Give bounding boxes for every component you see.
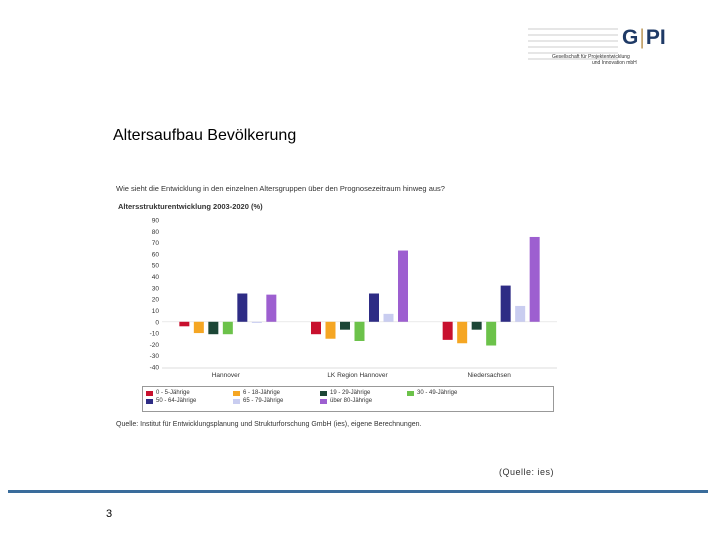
y-tick-label: -10 [150, 331, 160, 338]
y-tick-label: 40 [152, 274, 160, 281]
bar [500, 285, 511, 322]
legend-swatch [407, 390, 414, 396]
chart-question: Wie sieht die Entwicklung in den einzeln… [116, 184, 445, 193]
x-category-label: Hannover [212, 372, 241, 379]
bar [266, 294, 277, 322]
legend-item: 6 - 18-Jährige [233, 390, 313, 396]
gpi-logo: G|PI Gesellschaft für Projektentwicklung… [528, 24, 668, 74]
bar [486, 321, 497, 346]
legend-label: 30 - 49-Jährige [417, 390, 458, 396]
logo-divider: | [639, 26, 645, 49]
bar [179, 321, 190, 327]
legend-swatch [146, 390, 153, 396]
legend-swatch [233, 390, 240, 396]
logo-subtitle-line2: und Innovation mbH [592, 60, 637, 66]
slide-title: Altersaufbau Bevölkerung [113, 127, 297, 144]
legend-swatch [233, 398, 240, 404]
logo-mark: G|PI [622, 26, 666, 50]
bar [369, 293, 379, 322]
chart-title: Altersstrukturentwicklung 2003-2020 (%) [118, 202, 263, 211]
y-tick-label: 20 [152, 297, 160, 304]
legend-item: 50 - 64-Jährige [146, 398, 226, 404]
legend-item: 30 - 49-Jährige [407, 390, 487, 396]
y-tick-label: 90 [152, 218, 160, 225]
bar [515, 305, 526, 322]
y-tick-label: -40 [150, 365, 160, 372]
legend-label: 6 - 18-Jährige [243, 390, 281, 396]
bar [222, 321, 233, 335]
legend-item: 19 - 29-Jährige [320, 390, 400, 396]
y-tick-label: -30 [150, 353, 160, 360]
bar [325, 321, 336, 339]
footer-rule [8, 490, 708, 493]
bar [237, 293, 248, 322]
legend-swatch [146, 398, 153, 404]
y-tick-label: 0 [155, 319, 159, 326]
logo-decoration [528, 28, 618, 64]
legend-label: 65 - 79-Jährige [243, 398, 284, 404]
legend-item: 0 - 5-Jährige [146, 390, 226, 396]
bar [251, 321, 262, 323]
bar-chart: 90 80 70 60 50 40 30 20 10 0 -10 -20 -30 -40 Hannover L… [150, 218, 557, 379]
bar [311, 321, 321, 335]
chart-figure: Wie sieht die Entwicklung in den einzeln… [112, 180, 562, 435]
legend-label: über 80-Jährige [330, 398, 373, 404]
bar [340, 321, 350, 330]
chart-source: Quelle: Institut für Entwicklungsplanung… [116, 421, 422, 428]
bar [442, 321, 453, 340]
legend-item: über 80-Jährige [320, 398, 400, 404]
x-category-label: Niedersachsen [467, 372, 511, 379]
y-tick-label: 10 [152, 308, 160, 315]
bar [457, 321, 468, 344]
bar [354, 321, 365, 341]
y-tick-label: 70 [152, 240, 160, 247]
logo-subtitle-line1: Gesellschaft für Projektentwicklung [552, 54, 630, 60]
bar [193, 321, 204, 334]
bar [529, 236, 540, 322]
legend-label: 0 - 5-Jährige [156, 390, 190, 396]
y-tick-label: 50 [152, 263, 160, 270]
bar [208, 321, 219, 335]
y-tick-label: 60 [152, 251, 160, 258]
legend-swatch [320, 398, 327, 404]
legend-item: 65 - 79-Jährige [233, 398, 313, 404]
logo-mark-left: G [622, 26, 639, 49]
logo-mark-right: PI [645, 26, 666, 49]
x-category-label: LK Region Hannover [327, 372, 388, 379]
y-tick-label: -20 [150, 342, 160, 349]
source-note: (Quelle: ies) [499, 467, 555, 477]
bar [383, 313, 394, 322]
bar [471, 321, 482, 330]
chart-legend: 0 - 5-Jährige 6 - 18-Jährige 19 - 29-Jähri… [142, 386, 554, 412]
logo-subtitle: Gesellschaft für Projektentwicklung und … [552, 54, 672, 66]
page-number: 3 [106, 508, 113, 520]
legend-label: 50 - 64-Jährige [156, 398, 197, 404]
y-tick-label: 80 [152, 229, 160, 236]
bar [398, 250, 408, 322]
legend-label: 19 - 29-Jährige [330, 390, 371, 396]
legend-swatch [320, 390, 327, 396]
y-tick-label: 30 [152, 285, 160, 292]
